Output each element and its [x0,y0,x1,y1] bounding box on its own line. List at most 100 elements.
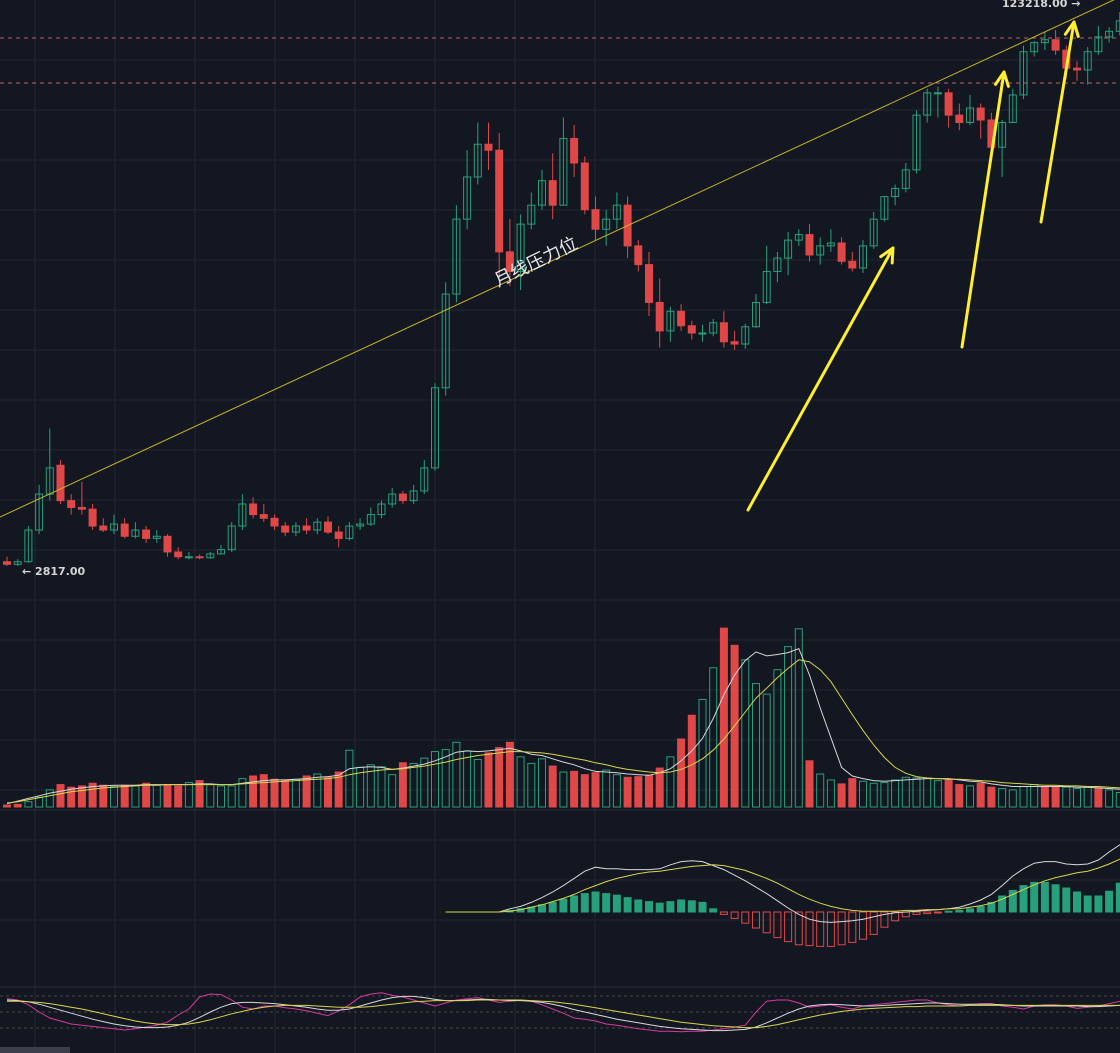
candle-down [944,92,953,116]
candle-down [645,264,653,303]
candle-up [366,514,375,525]
volume-bar-down [195,780,204,808]
candle-up [773,257,782,272]
volume-bar-down [505,741,514,808]
candle-up [217,549,225,555]
volume-bar-down [548,765,557,808]
candle-down [163,535,172,553]
macd-hist-positive [1062,887,1071,913]
macd-hist-positive [623,897,632,913]
volume-bar-down [719,627,728,808]
candle-down [687,325,696,334]
macd-hist-negative [794,911,803,946]
rsi-ma-fast-line [6,995,1120,1032]
candle-down [302,525,311,531]
macd-hist-positive [1105,890,1114,913]
volume-bar-down [56,784,65,808]
macd-hist-positive [976,905,985,913]
volume-bar-up [698,698,707,808]
volume-bar-down [302,775,311,808]
candle-up [206,553,215,559]
volume-bar-up [35,796,44,808]
volume-bar-up [366,764,375,808]
candle-down [1073,67,1081,71]
rsi-series[interactable] [6,992,1120,1033]
macd-hist-positive [998,895,1007,913]
volume-bar-down [324,776,332,808]
candle-down [99,525,108,531]
volume-bar-up [538,758,546,808]
volume-bar-up [345,749,354,808]
volume-bar-down [687,714,696,808]
volume-bar-up [377,766,386,808]
candle-down [77,506,86,510]
candle-up [559,137,568,206]
volume-bar-up [227,785,236,808]
candle-down [259,514,268,519]
candle-down [174,551,183,558]
candle-down [142,529,151,539]
candle-up [1030,42,1039,53]
volume-bar-down [99,784,108,808]
volume-bar-down [13,803,22,808]
candle-down [88,508,97,527]
volume-bar-up [24,801,33,808]
candle-up [516,223,525,272]
candle-up [463,176,472,220]
candle-down [56,464,65,502]
candle-up [1094,36,1103,53]
macd-hist-negative [816,911,825,947]
candle-up [1008,94,1017,123]
candle-down [634,245,643,266]
candle-up [752,301,760,328]
candle-up [966,107,974,123]
volume-bar-down [77,785,86,808]
low-price-label: ← 2817.00 [22,565,85,578]
macd-hist-negative [741,911,750,924]
macd-series[interactable] [445,826,1120,947]
volume-bar-up [441,749,450,808]
volume-bar-down [334,771,343,808]
macd-hist-positive [1073,891,1081,913]
volume-bar-up [709,667,718,808]
macd-hist-negative [859,911,867,940]
macd-hist-positive [1083,895,1092,913]
candle-up [762,270,771,303]
candle-up [377,503,386,516]
volume-bar-up [1105,789,1114,808]
candle-up [1105,30,1114,38]
candlestick-series[interactable] [3,11,1120,566]
volume-bar-up [452,741,461,808]
volume-bar-down [120,784,129,808]
trend-arrow-shaft [960,70,1006,349]
volume-bar-up [1073,788,1081,808]
candle-down [548,180,557,206]
volume-bar-up [238,778,247,808]
candle-down [677,310,686,327]
candle-up [313,521,322,531]
macd-hist-positive [677,899,686,913]
candle-up [1083,51,1092,71]
resistance-trendline[interactable] [0,0,1120,518]
volume-bar-down [570,770,579,808]
trend-arrow-head [1063,20,1080,38]
volume-bar-up [933,780,942,808]
macd-dif-line [445,844,1120,923]
candle-up [741,326,750,345]
volume-bar-up [45,789,54,808]
trend-arrow-shaft [1039,20,1076,224]
volume-bar-down [259,774,268,808]
macd-hist-positive [1094,895,1103,913]
volume-bar-down [163,784,172,808]
candle-up [709,322,718,334]
volume-series[interactable] [3,627,1120,808]
macd-hist-positive [1019,885,1028,913]
candle-up [816,245,825,256]
macd-hist-positive [666,901,675,913]
volume-bar-up [409,762,418,808]
horizontal-scrollbar[interactable] [0,1047,70,1053]
candle-up [859,245,867,269]
macd-hist-positive [1008,889,1017,913]
